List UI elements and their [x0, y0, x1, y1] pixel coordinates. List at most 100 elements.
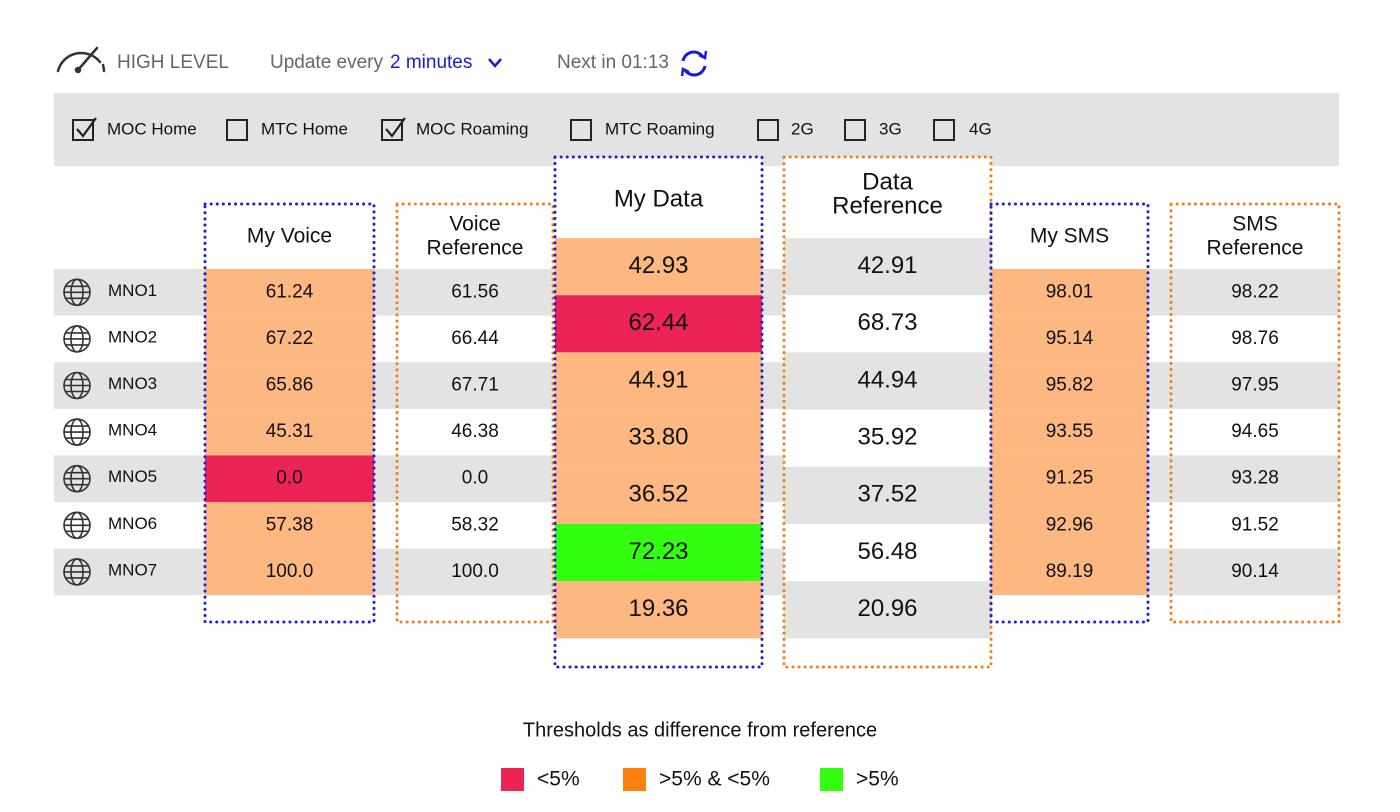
row-label: MNO6 [108, 514, 157, 533]
row-label: MNO4 [108, 421, 157, 440]
cell-value: 58.32 [451, 514, 499, 535]
cell-value: 98.76 [1231, 328, 1279, 349]
cell-stripe [784, 238, 991, 296]
dropdown-chevron[interactable] [488, 58, 502, 68]
legend-swatch [501, 768, 524, 791]
cell-value: 45.31 [266, 421, 314, 442]
checkmark[interactable] [385, 117, 406, 138]
globe-icon [63, 278, 91, 307]
filter-label[interactable]: 2G [791, 119, 814, 138]
cell-value: 93.55 [1046, 421, 1094, 442]
column-header: Data [862, 168, 913, 195]
cell-value: 89.19 [1046, 561, 1094, 582]
legend-swatch [820, 768, 843, 791]
cell-stripe [784, 581, 991, 639]
cell-highlight [555, 238, 762, 296]
cell-highlight [555, 409, 762, 467]
cell-highlight [991, 362, 1148, 409]
row-label: MNO2 [108, 327, 157, 346]
column-header: My Data [614, 185, 704, 212]
refresh-button[interactable] [680, 50, 708, 77]
legend-label: >5% & <5% [659, 768, 770, 791]
cell-highlight [555, 295, 762, 353]
cell-value: 20.96 [857, 595, 917, 622]
cell-value: 35.92 [857, 424, 917, 451]
cell-highlight [555, 352, 762, 410]
row-label: MNO3 [108, 374, 157, 393]
cell-value: 94.65 [1231, 421, 1279, 442]
globe-icon [63, 325, 91, 353]
checkbox[interactable] [72, 119, 94, 141]
filter-label[interactable]: MOC Home [107, 119, 197, 138]
cell-value: 100.0 [451, 561, 499, 582]
cell-highlight [205, 315, 374, 363]
cell-value: 33.80 [628, 424, 688, 451]
cell-value: 19.36 [628, 595, 688, 622]
row-label: MNO5 [108, 467, 157, 486]
checkmark[interactable] [76, 117, 97, 138]
column-border [553, 155, 764, 669]
filter-label[interactable]: MTC Roaming [605, 119, 715, 138]
checkbox[interactable] [757, 119, 779, 141]
cell-value: 65.86 [266, 375, 314, 396]
cell-value: 95.14 [1046, 328, 1094, 349]
cell-highlight [555, 466, 762, 524]
update-dropdown[interactable]: 2 minutes [390, 52, 472, 73]
cell-value: 0.0 [462, 468, 488, 489]
checkbox[interactable] [844, 119, 866, 141]
checkbox[interactable] [570, 119, 592, 141]
cell-value: 67.71 [451, 375, 499, 396]
cell-value: 44.94 [857, 366, 917, 393]
cell-value: 42.91 [857, 252, 917, 279]
column-border [395, 202, 555, 624]
cell-value: 37.52 [857, 481, 917, 508]
update-label: Update every [270, 52, 384, 73]
legend-label: <5% [537, 768, 580, 791]
column-border [782, 155, 993, 669]
row-label: MNO7 [108, 560, 157, 579]
checkbox[interactable] [933, 119, 955, 141]
filter-bar [54, 93, 1339, 166]
checkbox[interactable] [381, 119, 403, 141]
column-header: Reference [427, 237, 524, 260]
cell-highlight [991, 548, 1148, 596]
column-border [1169, 202, 1341, 624]
cell-value: 66.44 [451, 328, 499, 349]
globe-icon [63, 371, 91, 400]
cell-value: 91.25 [1046, 468, 1094, 489]
column-header: Reference [832, 192, 943, 219]
cell-value: 91.52 [1231, 514, 1279, 535]
globe-icon [63, 464, 91, 493]
next-update: Next in 01:13 [557, 52, 669, 73]
cell-stripe [784, 466, 991, 524]
column-border [989, 202, 1150, 624]
column-header: My SMS [1030, 225, 1109, 248]
cell-value: 46.38 [451, 421, 499, 442]
filter-label[interactable]: MOC Roaming [416, 119, 528, 138]
cell-value: 97.95 [1231, 375, 1279, 396]
legend-swatch [623, 768, 646, 791]
cell-value: 67.22 [266, 328, 314, 349]
cell-value: 100.0 [266, 561, 314, 582]
cell-highlight [205, 548, 374, 596]
cell-highlight [205, 502, 374, 549]
checkbox[interactable] [226, 119, 248, 141]
column-header: SMS [1232, 213, 1278, 236]
filter-label[interactable]: 3G [879, 119, 902, 138]
globe-icon [63, 558, 91, 586]
legend-label: >5% [856, 768, 899, 791]
filter-label[interactable]: MTC Home [261, 119, 348, 138]
cell-highlight [991, 269, 1148, 316]
cell-value: 72.23 [628, 538, 688, 565]
cell-value: 0.0 [276, 468, 302, 489]
cell-value: 90.14 [1231, 561, 1279, 582]
filter-label[interactable]: 4G [969, 119, 992, 138]
column-header: Reference [1207, 237, 1304, 260]
column-border [203, 202, 376, 624]
globe-icon [63, 511, 91, 540]
cell-highlight [991, 315, 1148, 363]
globe-icon [63, 418, 91, 446]
cell-value: 56.48 [857, 538, 917, 565]
cell-highlight [555, 524, 762, 582]
